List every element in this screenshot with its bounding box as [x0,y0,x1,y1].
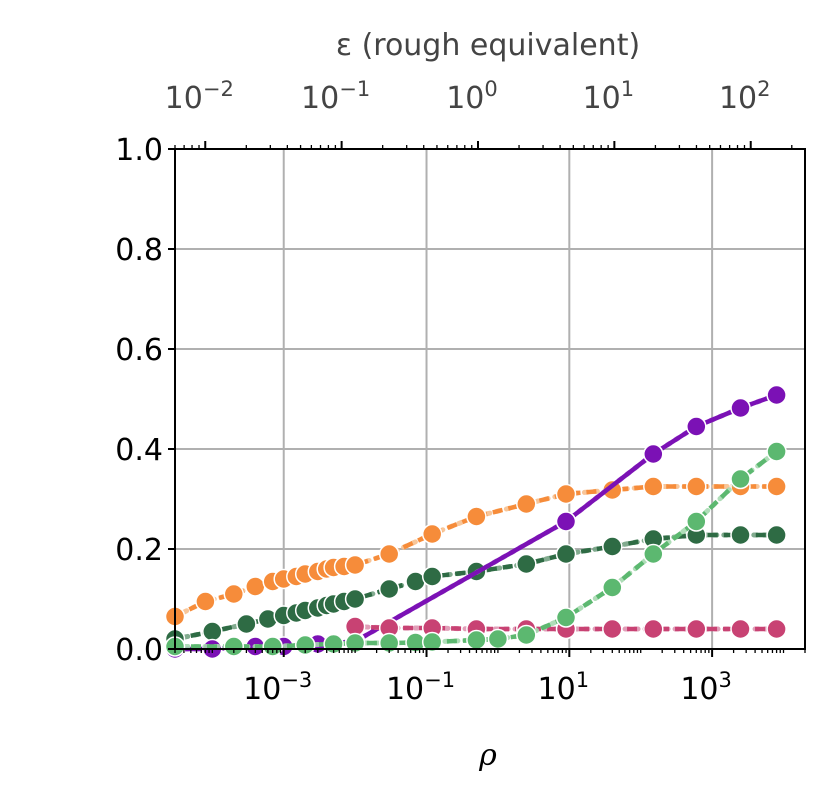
top-tick-label: 10−2 [165,77,234,116]
series-1-point [516,493,537,515]
series-5 [164,441,787,657]
top-axis-title: ε (rough equivalent) [336,28,640,63]
series-5-point [516,624,537,646]
series-4-point [686,618,707,640]
series-2-point [516,553,537,575]
series-1 [164,476,787,627]
series-2-point [378,578,400,600]
y-tick-label: 0.6 [115,333,163,368]
series-1-point [686,476,707,497]
series-2-point [236,613,257,635]
series-5-point [643,543,664,565]
series-1-point [245,576,266,597]
series-2-point [766,524,787,546]
series-4-point [602,618,623,640]
top-tick-label: 10−1 [301,77,370,116]
x-tick-label: 103 [680,668,732,707]
series-5-point [766,441,787,462]
series-5-point [686,511,707,532]
series-5-point [487,628,509,650]
series-3-point [555,511,577,532]
y-tick-label: 1.0 [115,133,163,168]
x-tick-label: 10−3 [243,668,312,707]
series-1-point [223,583,245,605]
series-4-point [730,618,751,640]
series-5-point [262,636,283,657]
series-layer [164,384,787,660]
plot-frame [174,148,806,650]
series-5-point [466,629,487,651]
series-5-point [555,607,577,628]
series-1-point [766,476,787,497]
series-5-point [602,577,623,598]
series-2-point [202,621,223,642]
axes: 0.0 0.2 0.4 0.6 0.8 1.0 10−3 10−1 101 103 10−2 10−1… [115,77,806,707]
y-tick-label: 0.2 [115,533,163,568]
x-tick-label: 10−1 [386,668,455,707]
y-tick-label: 0.0 [115,633,163,668]
series-4 [344,616,787,640]
series-1-point [643,476,664,497]
series-4-point [643,618,664,640]
series-5-point [421,631,443,653]
series-3-point [686,416,707,437]
series-4-point [766,618,787,640]
series-3-point [643,443,664,465]
series-1-point [195,591,216,612]
series-3-point [766,384,787,406]
series-2-point [730,524,751,546]
x-axis-title: ρ [478,738,497,773]
y-tick-label: 0.8 [115,233,163,268]
y-tick-label: 0.4 [115,433,163,468]
series-1-point [466,506,487,527]
top-tick-label: 100 [446,77,498,116]
series-2 [164,524,787,650]
top-tick-label: 102 [719,77,771,116]
series-2-point [344,588,366,610]
x-tick-label: 101 [538,668,590,707]
series-1-point [421,523,443,545]
series-1-point [555,483,577,505]
series-2-point [421,566,443,587]
series-2-point [602,536,623,557]
series-1-point [344,554,366,576]
series-1-point [378,543,400,565]
series-5-point [223,636,245,657]
series-5-point [730,468,751,490]
series-2-point [555,543,577,565]
top-tick-label: 101 [583,77,635,116]
series-3-point [730,397,751,419]
